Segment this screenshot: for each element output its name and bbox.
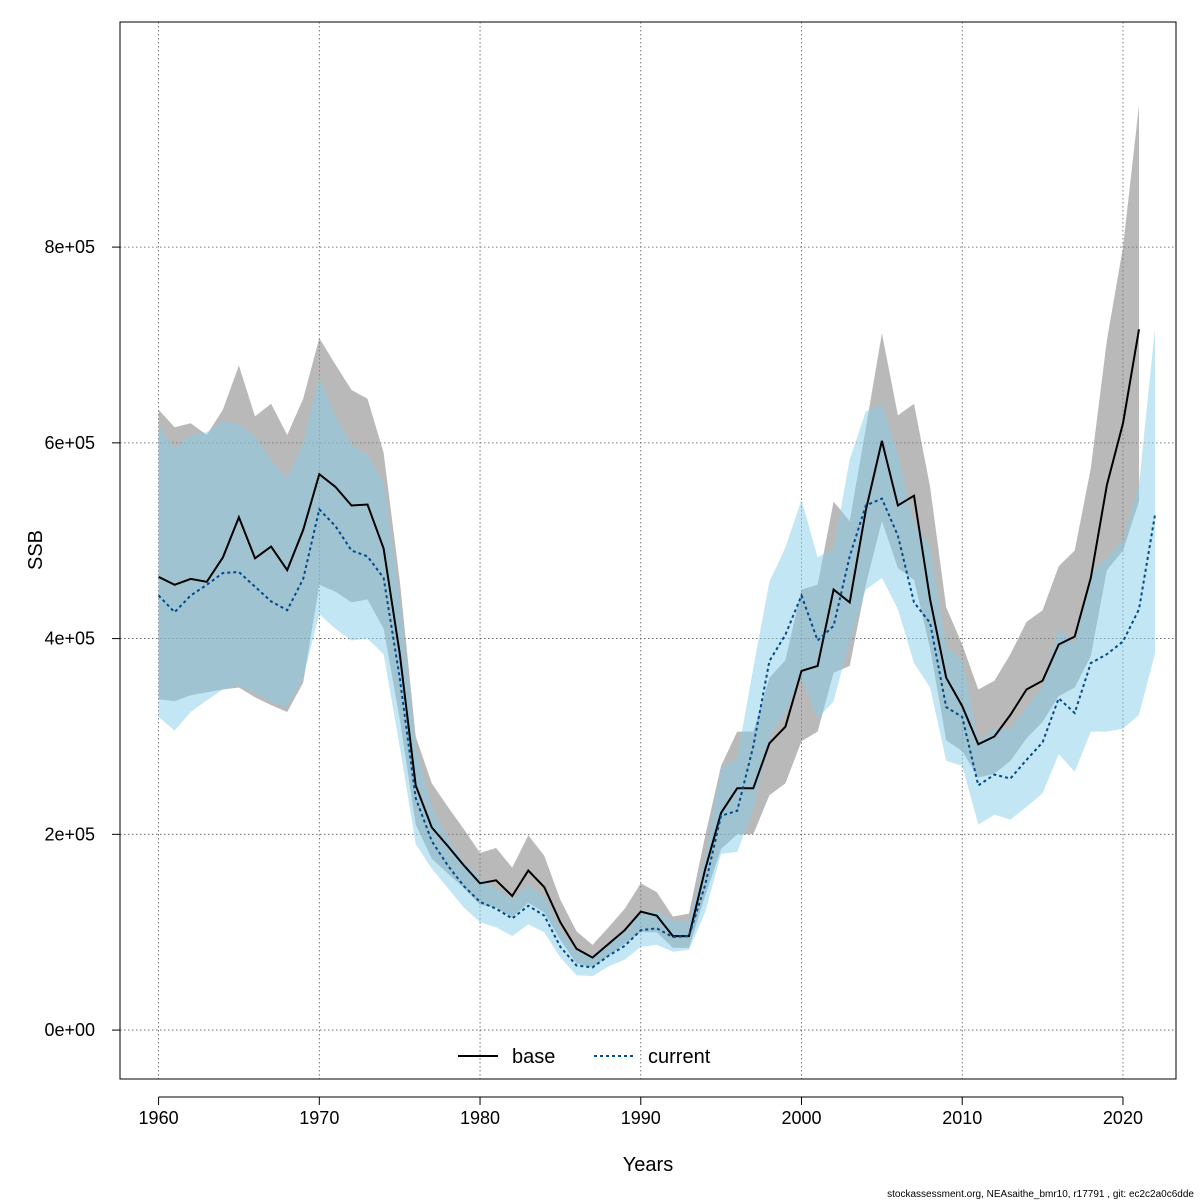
x-axis: 1960 1970 1980 1990 2000 2010 2020 bbox=[139, 1096, 1143, 1128]
x-axis-title: Years bbox=[623, 1154, 673, 1176]
x-tick-label-1980: 1980 bbox=[460, 1108, 500, 1128]
line-current bbox=[157, 497, 1157, 969]
y-tick-label-8e+05: 8e+05 bbox=[44, 237, 95, 257]
confidence-bands bbox=[158, 105, 1156, 977]
y-axis: 0e+00 2e+05 4e+05 6e+05 8e+05 bbox=[44, 237, 120, 1040]
legend-current-label: current bbox=[648, 1046, 711, 1068]
x-tick-label-2010: 2010 bbox=[942, 1108, 982, 1128]
x-tick-label-1970: 1970 bbox=[299, 1108, 339, 1128]
y-tick-label-6e+05: 6e+05 bbox=[44, 433, 95, 453]
footer-note: stockassessment.org, NEAsaithe_bmr10, r1… bbox=[887, 1189, 1194, 1200]
y-tick-label-0e+00: 0e+00 bbox=[44, 1020, 95, 1040]
x-tick-label-1990: 1990 bbox=[621, 1108, 661, 1128]
legend: base current bbox=[458, 1046, 711, 1068]
x-tick-label-1960: 1960 bbox=[139, 1108, 179, 1128]
legend-base-label: base bbox=[512, 1046, 555, 1068]
line-base bbox=[158, 329, 1140, 959]
x-tick-label-2000: 2000 bbox=[781, 1108, 821, 1128]
y-axis-title: SSB bbox=[25, 530, 47, 570]
y-tick-label-2e+05: 2e+05 bbox=[44, 824, 95, 844]
x-tick-label-2020: 2020 bbox=[1103, 1108, 1143, 1128]
y-tick-label-4e+05: 4e+05 bbox=[44, 629, 95, 649]
band-current bbox=[158, 327, 1156, 977]
plot-frame bbox=[119, 21, 1177, 1080]
series-lines bbox=[157, 329, 1157, 969]
